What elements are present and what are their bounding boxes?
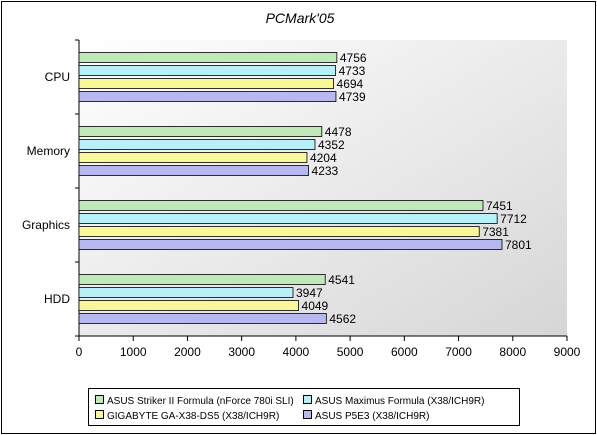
bar (78, 165, 309, 176)
legend-label: ASUS Striker II Formula (nForce 780i SLI… (107, 396, 294, 407)
legend-swatch (303, 410, 312, 419)
x-tick-label: 2000 (174, 345, 201, 359)
bar (78, 300, 299, 311)
x-tick-label: 3000 (228, 345, 255, 359)
x-tick-label: 1000 (120, 345, 147, 359)
bar (78, 65, 337, 76)
data-label: 4694 (337, 77, 364, 91)
bar (78, 274, 326, 285)
data-label: 4049 (302, 299, 329, 313)
x-tick-label: 7000 (445, 345, 472, 359)
x-tick-label: 4000 (283, 345, 310, 359)
bar (78, 239, 503, 250)
legend-item: GIGABYTE GA-X38-DS5 (X38/ICH9R) (95, 410, 279, 423)
legend-item: ASUS P5E3 (X38/ICH9R) (303, 410, 430, 423)
data-label: 4352 (318, 138, 345, 152)
bar (78, 287, 294, 298)
bar (78, 91, 337, 102)
legend-item: ASUS Striker II Formula (nForce 780i SLI… (95, 395, 294, 408)
data-label: 4541 (328, 273, 355, 287)
bar (78, 126, 323, 137)
data-label: 4739 (339, 90, 366, 104)
x-tick-label: 5000 (337, 345, 364, 359)
data-label: 4478 (325, 125, 352, 139)
legend-label: GIGABYTE GA-X38-DS5 (X38/ICH9R) (107, 411, 280, 422)
legend-item: ASUS Maximus Formula (X38/ICH9R) (303, 395, 484, 408)
legend-swatch (95, 395, 104, 404)
legend-swatch (95, 410, 104, 419)
legend: ASUS Striker II Formula (nForce 780i SLI… (88, 388, 520, 426)
bar (78, 226, 480, 237)
x-tick-label: 8000 (499, 345, 526, 359)
bar (78, 200, 484, 211)
bar (78, 213, 498, 224)
x-tick-label: 9000 (554, 345, 581, 359)
bar (78, 152, 308, 163)
data-label: 3947 (296, 286, 323, 300)
bar (78, 78, 334, 89)
category-label: Graphics (22, 218, 70, 232)
bar (78, 313, 327, 324)
data-label: 7801 (505, 238, 532, 252)
category-label: CPU (45, 70, 70, 84)
data-label: 4733 (339, 64, 366, 78)
chart-title: PCMark'05 (266, 10, 335, 26)
bar (78, 139, 316, 150)
legend-label: ASUS P5E3 (X38/ICH9R) (315, 411, 430, 422)
data-label: 4562 (329, 312, 356, 326)
data-label: 4233 (312, 164, 339, 178)
plot-area (79, 40, 567, 336)
legend-label: ASUS Maximus Formula (X38/ICH9R) (315, 396, 485, 407)
bar (78, 52, 338, 63)
x-tick-label: 0 (76, 345, 83, 359)
data-label: 7712 (500, 212, 527, 226)
data-label: 4204 (310, 151, 337, 165)
category-label: Memory (27, 144, 70, 158)
legend-swatch (303, 395, 312, 404)
x-tick-label: 6000 (391, 345, 418, 359)
data-label: 7451 (486, 199, 513, 213)
data-label: 4756 (340, 51, 367, 65)
data-label: 7381 (482, 225, 509, 239)
category-label: HDD (44, 292, 70, 306)
